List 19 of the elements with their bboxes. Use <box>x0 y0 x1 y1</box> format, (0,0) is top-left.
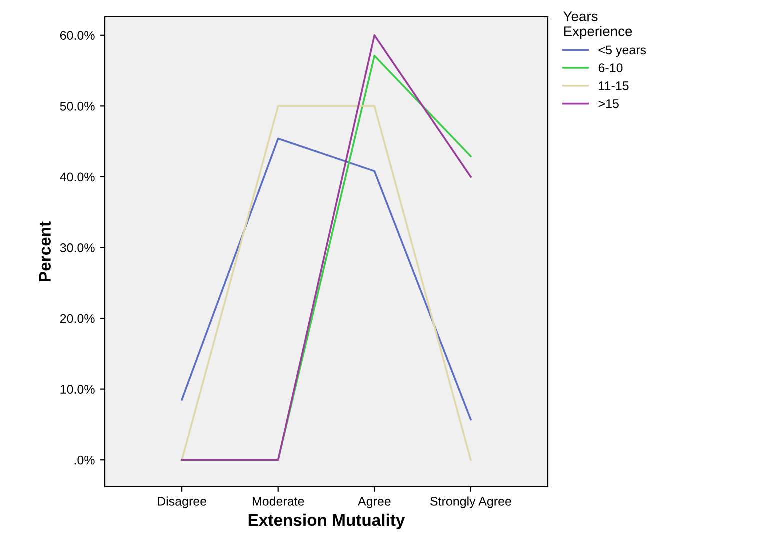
legend-label: >15 <box>598 100 619 108</box>
x-axis-title: Extension Mutuality <box>248 514 406 530</box>
y-tick-label: 10.0% <box>60 385 95 394</box>
y-tick-label: 40.0% <box>60 172 95 182</box>
x-tick-label: Disagree <box>158 496 206 508</box>
legend-label: 11-15 <box>599 82 629 90</box>
y-tick-label: 60.0% <box>60 31 95 40</box>
x-tick-label: Agree <box>358 497 391 508</box>
y-tick-label: 20.0% <box>60 314 95 324</box>
legend-title: Years Experience <box>564 12 632 40</box>
y-tick-label: 50.0% <box>60 102 95 111</box>
y-tick-label: 30.0% <box>60 244 95 252</box>
x-tick-label: Moderate <box>252 496 304 506</box>
y-tick-label: .0% <box>74 456 95 465</box>
legend-label: <5 years <box>598 46 646 58</box>
x-tick-label: Strongly Agree <box>430 496 512 508</box>
line-series <box>181 138 472 421</box>
y-axis-title: Percent <box>39 222 51 282</box>
legend-label: 6-10 <box>598 64 623 72</box>
